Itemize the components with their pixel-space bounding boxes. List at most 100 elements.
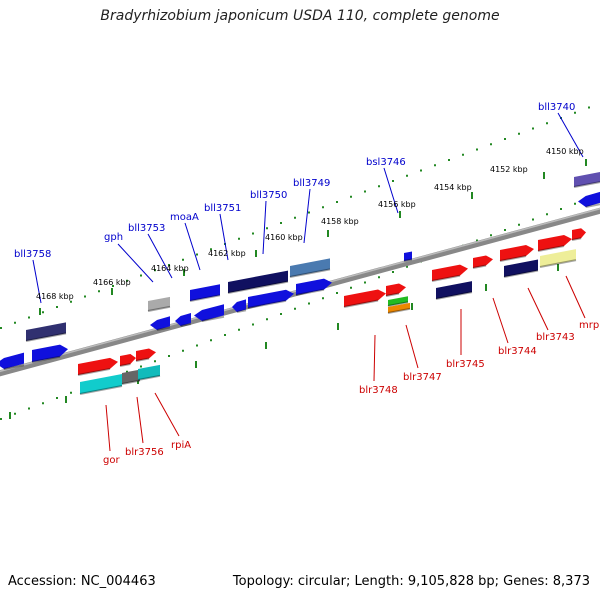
- gene-label-lower: blr3743: [536, 332, 575, 343]
- gene-upper: [147, 296, 171, 312]
- gene-lower-shade: [571, 237, 582, 241]
- gene-lower: [119, 354, 136, 367]
- upper-scale-dot: [490, 143, 492, 146]
- upper-scale-dot: [98, 290, 100, 293]
- gene-lower-shade: [499, 255, 527, 262]
- gene-upper: [232, 299, 247, 313]
- gene-lower-shade: [387, 307, 411, 314]
- scale-label: 4152 kbp: [490, 165, 528, 174]
- gene-lower: [435, 281, 473, 300]
- gene-label-lower: blr3744: [498, 346, 537, 357]
- lower-scale-dot: [560, 208, 562, 210]
- lower-scale-dot: [14, 412, 16, 415]
- gene-label-upper: bll3749: [293, 178, 330, 189]
- upper-scale-dot: [0, 327, 2, 329]
- lower-scale-dot: [322, 297, 324, 300]
- gene-lower-body: [78, 357, 118, 375]
- gene-lower-body: [122, 369, 140, 384]
- lower-scale-dot: [28, 407, 30, 410]
- lower-scale-dot: [266, 318, 268, 321]
- lower-scale-dot: [364, 281, 366, 284]
- lower-scale-dot: [308, 302, 310, 305]
- label-leader-lower: [136, 396, 144, 444]
- gene-lower-body: [436, 281, 472, 299]
- gene-upper: [150, 316, 171, 331]
- gene-label-upper: moaA: [170, 212, 199, 223]
- upper-scale-dot: [364, 190, 366, 193]
- label-leader-upper: [117, 243, 154, 283]
- scale-label: 4154 kbp: [434, 183, 472, 192]
- lower-scale-dot: [42, 402, 44, 405]
- label-leader-upper: [303, 188, 311, 244]
- gene-lower: [385, 283, 406, 297]
- gene-lower-shade: [431, 274, 461, 282]
- gene-upper-shade: [295, 288, 325, 296]
- gene-upper: [295, 278, 332, 296]
- lower-scale-dot: [56, 397, 58, 399]
- upper-scale-dot: [574, 111, 576, 114]
- gene-upper-shade: [289, 268, 331, 278]
- scale-label: 4162 kbp: [208, 249, 246, 258]
- gene-upper: [227, 270, 289, 294]
- gene-upper-body: [296, 278, 332, 295]
- gene-lower-shade: [119, 363, 131, 367]
- gene-lower-body: [388, 302, 410, 313]
- gene-upper-body: [404, 251, 412, 261]
- lower-scale-dot: [0, 418, 2, 420]
- gene-lower-body: [572, 228, 586, 240]
- gene-lower-body: [500, 245, 534, 261]
- lower-scale-dot: [238, 328, 240, 331]
- gene-upper: [578, 191, 600, 208]
- upper-scale-dot: [294, 216, 296, 219]
- upper-scale-dot: [182, 258, 184, 261]
- gene-upper-shade: [573, 181, 600, 188]
- gene-label-lower: blr3745: [446, 359, 485, 370]
- lower-scale-dot: [532, 218, 534, 221]
- upper-scale-dot: [70, 300, 72, 303]
- upper-scale-dot: [238, 237, 240, 240]
- gene-upper-shade: [201, 315, 225, 322]
- accession-text: Accession: NC_004463: [8, 574, 156, 589]
- label-leader-upper: [262, 200, 267, 255]
- gene-lower: [121, 369, 141, 385]
- gene-lower-shade: [435, 291, 473, 300]
- lower-scale-dot: [378, 276, 380, 279]
- label-leader-upper: [184, 222, 201, 271]
- lower-scale-dot: [504, 229, 506, 231]
- gene-upper-body: [0, 352, 24, 369]
- genome-stats-text: Topology: circular; Length: 9,105,828 bp…: [232, 574, 590, 589]
- upper-scale-dot: [126, 279, 128, 282]
- gene-upper-body: [32, 344, 68, 362]
- upper-scale-dot: [532, 127, 534, 130]
- scale-label: 4168 kbp: [36, 292, 74, 301]
- gene-label-lower: gor: [103, 455, 120, 466]
- gene-upper-shade: [403, 258, 413, 262]
- gene-upper: [403, 251, 413, 262]
- gene-lower-shade: [121, 379, 141, 385]
- lower-scale-dot: [406, 265, 408, 268]
- upper-scale-dot: [546, 122, 548, 125]
- gene-lower-body: [540, 249, 576, 267]
- upper-scale-dot: [84, 295, 86, 298]
- gene-label-upper: bll3751: [204, 203, 241, 214]
- gene-label-upper: gph: [104, 232, 123, 243]
- gene-upper-shade: [189, 294, 221, 302]
- map-title: Bradyrhizobium japonicum USDA 110, compl…: [100, 8, 500, 24]
- scale-dots: [0, 106, 590, 420]
- gene-upper-shade: [236, 309, 247, 313]
- gene-upper-shade: [180, 323, 192, 327]
- gene-lower: [571, 228, 586, 241]
- label-leader-upper: [147, 233, 173, 279]
- gene-upper-body: [228, 270, 288, 293]
- gene-lower: [472, 255, 493, 269]
- lower-scale-dot: [280, 313, 282, 315]
- upper-scale-dot: [336, 201, 338, 203]
- scale-label: 4166 kbp: [93, 278, 131, 287]
- gene-upper-shade: [585, 203, 600, 208]
- gene-lower: [135, 348, 156, 362]
- label-leaders: [32, 112, 586, 452]
- gene-lower-body: [344, 289, 386, 307]
- upper-scale-dot: [308, 211, 310, 214]
- label-leader-lower: [527, 287, 549, 331]
